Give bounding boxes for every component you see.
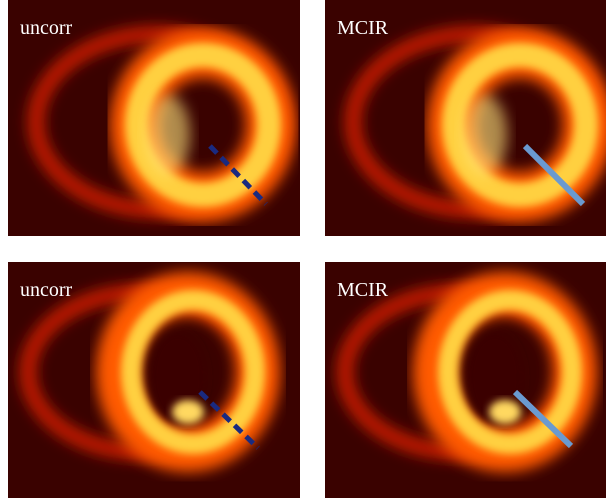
- panel-bottom-left: uncorr: [8, 262, 300, 498]
- panel-bottom-right: MCIR: [325, 262, 606, 498]
- panel-label: uncorr: [20, 279, 73, 301]
- panel-label: MCIR: [337, 17, 389, 39]
- panel-top-right: MCIR: [325, 0, 606, 236]
- figure: uncorr MCIR uncorr MCIR: [0, 0, 606, 498]
- panel-top-left: uncorr: [8, 0, 300, 236]
- panel-label: MCIR: [337, 279, 389, 301]
- panel-label: uncorr: [20, 17, 73, 39]
